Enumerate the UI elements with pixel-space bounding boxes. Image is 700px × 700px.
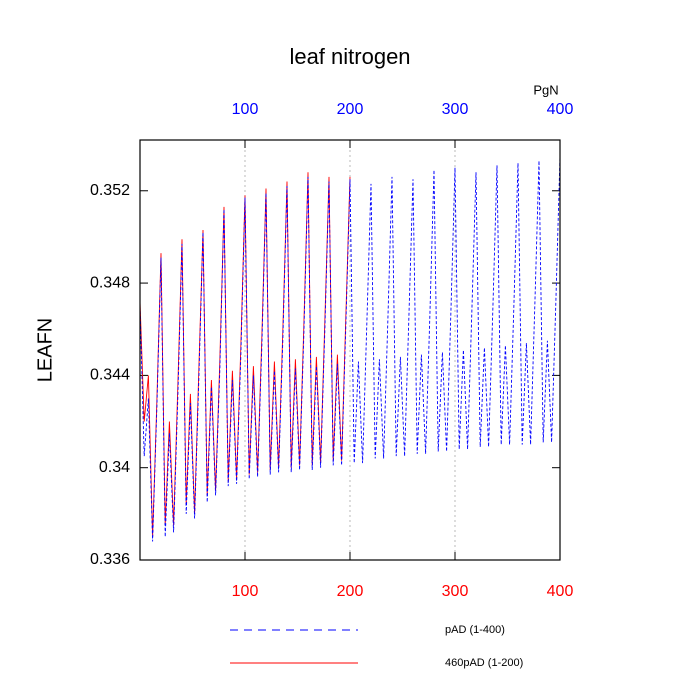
x2-axis-label: PgN bbox=[533, 82, 558, 97]
legend-label: 460pAD (1-200) bbox=[445, 657, 523, 669]
y-tick-label: 0.344 bbox=[90, 367, 130, 384]
x2-tick-label: 200 bbox=[337, 101, 364, 118]
x-tick-label: 400 bbox=[547, 583, 574, 600]
x-tick-label: 300 bbox=[442, 583, 469, 600]
y-tick-label: 0.336 bbox=[90, 551, 130, 568]
y-axis-label: LEAFN bbox=[34, 318, 56, 382]
y-tick-label: 0.352 bbox=[90, 182, 130, 199]
series-line bbox=[139, 156, 561, 542]
x2-tick-label: 300 bbox=[442, 101, 469, 118]
y-tick-label: 0.34 bbox=[99, 459, 130, 476]
legend-label: pAD (1-400) bbox=[445, 624, 505, 636]
plot-frame bbox=[139, 139, 561, 561]
x2-tick-label: 400 bbox=[547, 101, 574, 118]
chart-title: leaf nitrogen bbox=[289, 44, 410, 69]
x2-tick-label: 100 bbox=[232, 101, 259, 118]
y-tick-label: 0.348 bbox=[90, 274, 130, 291]
x-tick-label: 200 bbox=[337, 583, 364, 600]
x-tick-label: 100 bbox=[232, 583, 259, 600]
